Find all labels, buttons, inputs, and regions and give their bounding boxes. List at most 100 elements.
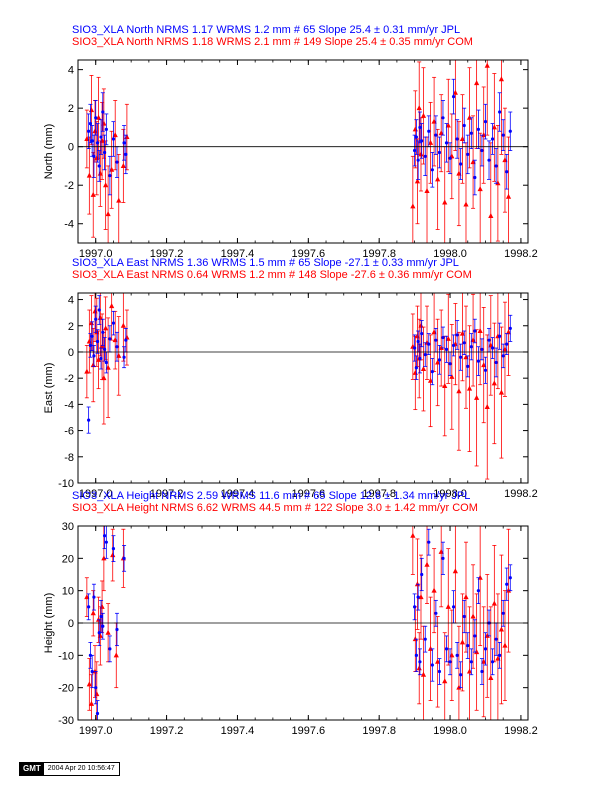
data-point-jpl bbox=[501, 343, 506, 369]
y-axis-label: North (mm) bbox=[43, 124, 55, 180]
data-point-com bbox=[484, 60, 490, 136]
data-point-com bbox=[431, 548, 437, 634]
gmt-timestamp: GMT 2004 Apr 20 10:56:47 bbox=[19, 762, 120, 776]
data-point-jpl bbox=[455, 119, 460, 159]
data-point-com bbox=[481, 606, 487, 718]
data-point-com bbox=[466, 606, 473, 720]
data-point-com bbox=[491, 73, 497, 182]
data-point-com bbox=[116, 153, 122, 243]
data-point-jpl bbox=[490, 123, 495, 155]
data-point-jpl bbox=[423, 625, 428, 653]
data-point-com bbox=[110, 528, 116, 582]
data-point-com bbox=[495, 593, 501, 720]
data-point-jpl bbox=[448, 648, 453, 676]
data-point-jpl bbox=[483, 103, 488, 140]
data-point-jpl bbox=[91, 583, 96, 611]
x-tick-label: 1997.4 bbox=[221, 248, 255, 260]
data-point-jpl bbox=[476, 109, 481, 150]
data-point-com bbox=[481, 307, 487, 424]
data-point-jpl bbox=[100, 92, 105, 132]
data-point-com bbox=[466, 325, 473, 452]
data-point-com bbox=[470, 115, 476, 209]
plot-frame bbox=[77, 292, 529, 484]
data-point-com bbox=[105, 317, 111, 418]
data-point-jpl bbox=[444, 635, 449, 663]
data-point-jpl bbox=[122, 545, 127, 572]
data-point-jpl bbox=[122, 125, 127, 161]
plot-frame bbox=[77, 59, 529, 244]
x-tick-label: 1997.4 bbox=[221, 725, 255, 737]
data-point-jpl bbox=[91, 345, 96, 367]
data-point-jpl bbox=[430, 358, 435, 386]
data-point-jpl bbox=[458, 661, 463, 689]
panel-title-line: SIO3_XLA Height NRMS 2.59 WRMS 11.6 mm #… bbox=[72, 490, 470, 502]
data-point-jpl bbox=[417, 343, 422, 374]
data-point-com bbox=[442, 632, 448, 720]
gmt-logo: GMT bbox=[20, 763, 44, 775]
data-point-com bbox=[470, 564, 476, 669]
data-point-jpl bbox=[479, 338, 484, 361]
y-tick-label: 2 bbox=[68, 321, 74, 333]
panel-title-line: SIO3_XLA North NRMS 1.17 WRMS 1.2 mm # 6… bbox=[72, 24, 460, 36]
data-point-com bbox=[418, 117, 424, 192]
data-point-com bbox=[84, 345, 90, 399]
data-point-jpl bbox=[458, 343, 463, 371]
data-point-com bbox=[502, 590, 508, 701]
data-point-com bbox=[459, 293, 466, 382]
data-point-com bbox=[88, 674, 95, 720]
data-point-com bbox=[435, 318, 441, 407]
data-point-com bbox=[116, 316, 122, 396]
y-tick-label: 30 bbox=[62, 521, 74, 533]
data-point-jpl bbox=[86, 593, 91, 621]
data-point-jpl bbox=[107, 325, 112, 353]
data-point-jpl bbox=[433, 115, 438, 155]
data-point-com bbox=[84, 109, 90, 169]
data-point-jpl bbox=[440, 541, 445, 575]
data-point-jpl bbox=[426, 528, 431, 556]
x-tick-label: 1997.0 bbox=[79, 248, 113, 260]
data-point-com bbox=[502, 107, 508, 213]
data-point-jpl bbox=[417, 648, 422, 676]
y-tick-label: -6 bbox=[64, 426, 74, 438]
data-point-jpl bbox=[451, 78, 456, 115]
data-point-com bbox=[418, 554, 424, 640]
data-point-com bbox=[112, 100, 118, 171]
data-point-jpl bbox=[123, 134, 128, 175]
data-point-jpl bbox=[472, 159, 477, 196]
data-point-jpl bbox=[465, 355, 470, 378]
panel-north: SIO3_XLA North NRMS 1.17 WRMS 1.2 mm # 6… bbox=[43, 24, 538, 260]
data-point-com bbox=[498, 554, 505, 705]
data-point-com bbox=[488, 295, 494, 396]
data-point-jpl bbox=[90, 125, 95, 157]
data-point-com bbox=[505, 293, 512, 376]
panel-height: SIO3_XLA Height NRMS 2.59 WRMS 11.6 mm #… bbox=[43, 490, 538, 737]
data-point-jpl bbox=[95, 700, 100, 720]
data-point-jpl bbox=[99, 347, 104, 370]
data-point-com bbox=[456, 121, 462, 227]
y-tick-label: -2 bbox=[64, 373, 74, 385]
data-point-jpl bbox=[430, 152, 435, 188]
data-point-com bbox=[484, 334, 490, 480]
data-point-jpl bbox=[469, 117, 474, 150]
data-point-jpl bbox=[440, 100, 445, 136]
x-tick-label: 1998.2 bbox=[504, 248, 538, 260]
data-point-jpl bbox=[483, 356, 488, 384]
data-point-com bbox=[416, 61, 422, 155]
data-point-jpl bbox=[95, 329, 100, 354]
data-point-com bbox=[470, 293, 476, 387]
data-point-jpl bbox=[107, 635, 112, 663]
data-layer bbox=[84, 60, 513, 243]
data-point-com bbox=[120, 128, 126, 203]
data-point-jpl bbox=[497, 322, 502, 350]
data-point-com bbox=[502, 301, 508, 397]
data-point-jpl bbox=[423, 136, 428, 176]
x-tick-label: 1998.2 bbox=[504, 488, 538, 500]
data-point-jpl bbox=[416, 583, 421, 611]
data-layer bbox=[84, 526, 513, 720]
data-point-com bbox=[113, 622, 119, 689]
data-point-jpl bbox=[497, 92, 502, 132]
data-point-com bbox=[505, 136, 512, 243]
data-point-com bbox=[491, 322, 497, 445]
data-point-jpl bbox=[433, 599, 438, 627]
